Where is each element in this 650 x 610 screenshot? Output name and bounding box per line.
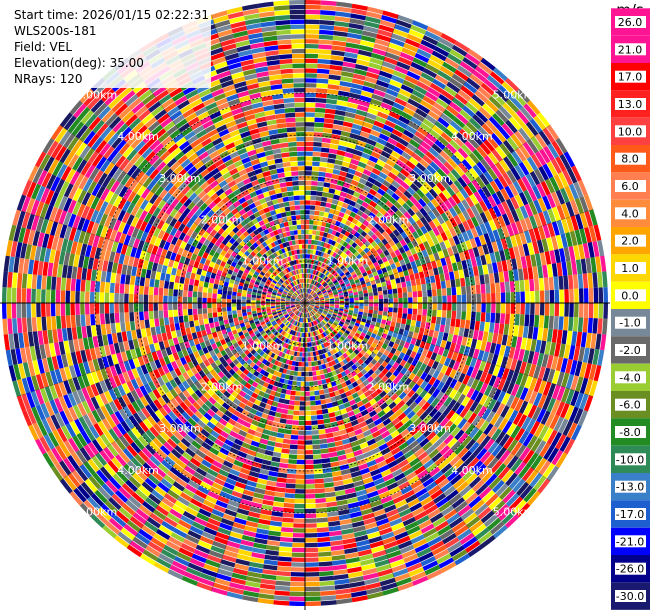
range-rings	[94, 92, 516, 514]
range-ring-label: 2.00km	[201, 214, 243, 227]
colorbar-tick-label: 17.0	[618, 71, 643, 84]
colorbar-tick-background	[615, 371, 646, 384]
colorbar-tick-background	[615, 590, 646, 602]
colorbar-tick-background	[615, 125, 646, 138]
colorbar-tick-background	[615, 453, 646, 466]
range-ring-label: 5.00km	[76, 506, 118, 519]
colorbar-tick-label: 4.0	[621, 207, 639, 220]
colorbar-tick-label: 0.0	[621, 289, 639, 302]
colorbar-tick-background	[615, 480, 646, 493]
colorbar-tick-label: 26.0	[618, 16, 643, 29]
colorbar-tick-background	[615, 344, 646, 356]
range-ring-label: 5.00km	[493, 506, 535, 519]
colorbar-tick-background	[615, 289, 646, 302]
range-ring-label: 3.00km	[159, 422, 201, 435]
scan-info-box: Start time: 2026/01/15 02:22:31 WLS200s-…	[12, 6, 211, 88]
colorbar-tick-label: -4.0	[619, 371, 640, 384]
colorbar-tick-background	[615, 262, 646, 274]
colorbar-tick-label: 13.0	[618, 98, 643, 111]
field-text: Field: VEL	[14, 40, 73, 54]
colorbar-tick-label: -13.0	[616, 481, 644, 494]
range-ring-label: 4.00km	[451, 130, 493, 143]
range-ring-label: 1.00km	[327, 255, 369, 268]
colorbar-tick-label: -17.0	[616, 508, 644, 521]
colorbar-tick-label: -21.0	[616, 535, 644, 548]
elevation-text: Elevation(deg): 35.00	[14, 56, 144, 70]
colorbar-tick-label: -2.0	[619, 344, 640, 357]
range-ring-label: 4.00km	[117, 464, 159, 477]
colorbar-tick-background	[615, 316, 646, 329]
colorbar-tick-label: -30.0	[616, 590, 644, 603]
range-ring-label: 3.00km	[159, 172, 201, 185]
range-ring-label: 2.00km	[368, 380, 410, 393]
colorbar-tick-background	[615, 180, 646, 192]
range-ring-label: 3.00km	[409, 172, 451, 185]
colorbar-ticks: 26.0 21.0 17.0 13.0 10.0 8.0 6.0 4.0 2.0 1.0 0.0 -1…	[615, 16, 646, 603]
colorbar-tick-label: 1.0	[621, 262, 639, 275]
colorbar-tick-background	[615, 207, 646, 220]
range-ring-label: 1.00km	[242, 339, 284, 352]
colorbar-tick-background	[615, 152, 646, 165]
colorbar-tick-background	[615, 562, 646, 575]
colorbar-tick-label: -26.0	[616, 563, 644, 576]
velocity-gates	[2, 0, 608, 606]
colorbar-tick-label: -1.0	[619, 317, 640, 330]
range-ring-label: 5.00km	[493, 88, 535, 101]
range-ring-label: 1.00km	[242, 255, 284, 268]
colorbar-tick-label: 8.0	[621, 153, 639, 166]
colorbar-tick-label: -6.0	[619, 399, 640, 412]
range-ring-label: 4.00km	[451, 464, 493, 477]
colorbar-tick-background	[615, 16, 646, 28]
colorbar-tick-label: 10.0	[618, 125, 643, 138]
colorbar-tick-background	[615, 234, 646, 247]
colorbar-tick-background	[615, 398, 646, 411]
start-time-text: Start time: 2026/01/15 02:22:31	[14, 8, 209, 22]
colorbar-tick-label: -10.0	[616, 453, 644, 466]
ppi-radar-plot: 1.00km 1.00km 1.00km 1.00km 2.00km 2.00km 2.00…	[0, 0, 610, 610]
velocity-colorbar: m/s 26.021.017.013.010.08.06.04.02.01.00…	[611, 1, 650, 610]
colorbar-tick-background	[615, 535, 646, 548]
range-ring-label: 5.00km	[76, 88, 118, 101]
colorbar-tick-label: 21.0	[618, 43, 643, 56]
colorbar-tick-label: -8.0	[619, 426, 640, 439]
instrument-text: WLS200s-181	[14, 24, 97, 38]
range-ring-label: 4.00km	[117, 130, 159, 143]
range-ring-labels: 1.00km 1.00km 1.00km 1.00km 2.00km 2.00km 2.00…	[76, 88, 535, 518]
range-ring-label: 3.00km	[409, 422, 451, 435]
range-ring-label: 1.00km	[327, 339, 369, 352]
ray-lines	[0, 0, 610, 610]
colorbar-tick-background	[615, 426, 646, 438]
colorbar-tick-background	[615, 70, 646, 83]
colorbar-tick-background	[615, 43, 646, 56]
colorbar-tick-background	[615, 508, 646, 520]
colorbar-tick-label: 6.0	[621, 180, 639, 193]
colorbar-tick-label: 2.0	[621, 235, 639, 248]
range-ring-label: 2.00km	[368, 214, 410, 227]
range-ring-label: 2.00km	[201, 380, 243, 393]
nrays-text: NRays: 120	[14, 72, 83, 86]
colorbar-tick-background	[615, 98, 646, 110]
